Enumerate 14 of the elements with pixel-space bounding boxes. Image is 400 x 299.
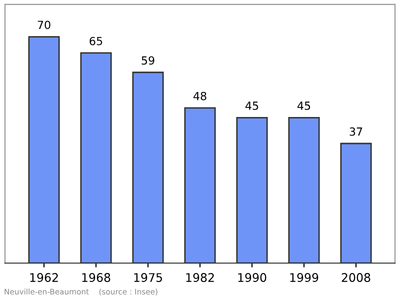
data-label: 37	[350, 127, 362, 136]
x-tick-label: 1982	[186, 273, 214, 282]
data-label: 65	[90, 36, 102, 46]
x-tick-label: 1999	[290, 273, 318, 282]
data-label: 45	[297, 102, 310, 110]
data-label: 59	[142, 56, 154, 65]
data-label: 70	[38, 20, 50, 30]
x-tick-label: 1990	[238, 273, 266, 282]
data-label: 45	[245, 102, 258, 110]
data-label: 48	[193, 92, 206, 100]
x-tick-label: 2008	[342, 273, 370, 282]
x-tick-label: 1975	[134, 273, 162, 282]
x-tick-label: 1968	[82, 273, 110, 282]
x-tick-label: 1962	[30, 273, 58, 282]
